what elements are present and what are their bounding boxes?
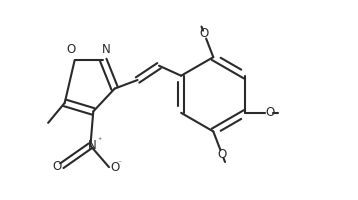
Text: N: N bbox=[102, 43, 111, 56]
Text: O: O bbox=[200, 27, 209, 40]
Text: ⁻: ⁻ bbox=[118, 158, 122, 167]
Text: O: O bbox=[67, 43, 76, 56]
Text: O: O bbox=[52, 160, 61, 173]
Text: O: O bbox=[110, 161, 119, 174]
Text: N: N bbox=[87, 139, 96, 152]
Text: O: O bbox=[218, 148, 227, 161]
Text: ⁺: ⁺ bbox=[97, 136, 101, 145]
Text: O: O bbox=[265, 106, 275, 119]
